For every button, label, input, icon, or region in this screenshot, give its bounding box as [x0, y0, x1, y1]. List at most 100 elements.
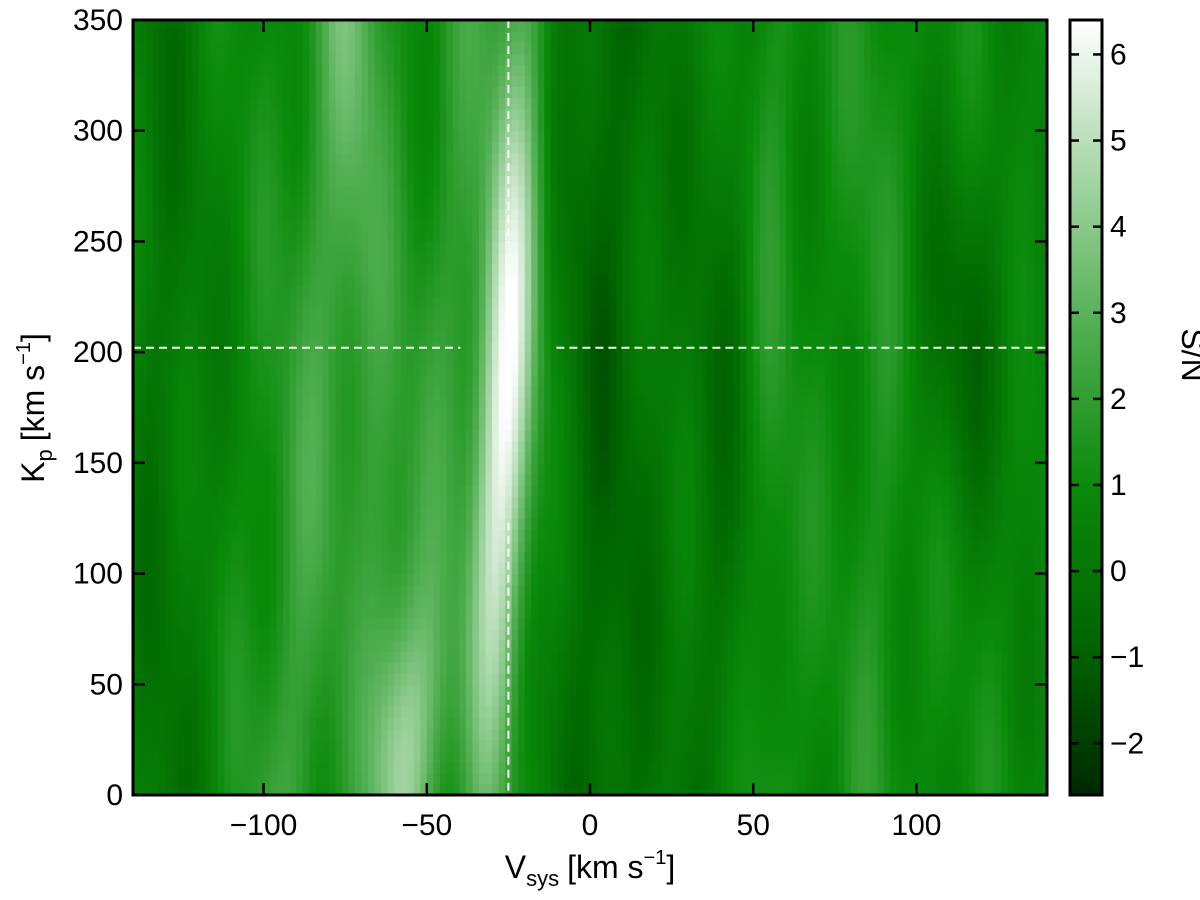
heatmap-cell	[309, 551, 317, 564]
heatmap-cell	[981, 485, 989, 497]
heatmap-cell	[844, 617, 852, 630]
heatmap-cell	[635, 695, 643, 708]
heatmap-cell	[851, 473, 859, 486]
heatmap-cell	[798, 651, 807, 663]
heatmap-cell	[962, 529, 970, 541]
heatmap-cell	[1027, 673, 1035, 685]
heatmap-cell	[772, 462, 780, 475]
heatmap-cell	[505, 507, 513, 519]
heatmap-cell	[263, 606, 271, 619]
heatmap-cell	[988, 628, 996, 641]
heatmap-cell	[315, 473, 323, 486]
heatmap-cell	[864, 684, 872, 696]
heatmap-cell	[250, 507, 258, 519]
heatmap-cell	[727, 473, 735, 486]
heatmap-cell	[890, 628, 898, 641]
heatmap-cell	[1014, 562, 1022, 575]
heatmap-cell	[230, 584, 239, 597]
heatmap-cell	[394, 628, 402, 641]
heatmap-cell	[746, 396, 754, 409]
heatmap-cell	[714, 529, 722, 541]
heatmap-cell	[968, 640, 976, 652]
heatmap-cell	[263, 485, 271, 497]
heatmap-cell	[563, 651, 572, 663]
heatmap-cell	[309, 562, 317, 575]
heatmap-cell	[576, 739, 585, 752]
heatmap-cell	[785, 418, 793, 431]
heatmap-cell	[844, 562, 852, 575]
heatmap-cell	[165, 772, 173, 785]
heatmap-cell	[883, 640, 891, 652]
heatmap-cell	[328, 750, 336, 763]
heatmap-cell	[296, 507, 304, 519]
heatmap-cell	[994, 573, 1002, 586]
heatmap-cell	[1001, 706, 1009, 719]
heatmap-cell	[381, 783, 389, 795]
heatmap-cell	[146, 673, 154, 685]
heatmap-cell	[877, 706, 885, 719]
heatmap-cell	[557, 739, 565, 752]
heatmap-cell	[929, 407, 937, 420]
heatmap-cell	[354, 540, 363, 553]
heatmap-cell	[583, 418, 591, 431]
heatmap-cell	[302, 651, 310, 663]
heatmap-cell	[544, 628, 552, 641]
heatmap-cell	[759, 562, 767, 575]
heatmap-cell	[544, 518, 552, 530]
heatmap-cell	[674, 429, 682, 442]
heatmap-cell	[433, 606, 441, 619]
heatmap-cell	[204, 473, 212, 486]
heatmap-cell	[518, 562, 526, 575]
heatmap-cell	[922, 529, 931, 541]
heatmap-cell	[407, 551, 415, 564]
heatmap-cell	[909, 750, 918, 763]
heatmap-cell	[609, 396, 617, 409]
heatmap-cell	[877, 418, 885, 431]
heatmap-cell	[988, 529, 996, 541]
heatmap-cell	[341, 628, 350, 641]
heatmap-cell	[720, 640, 728, 652]
heatmap-cell	[988, 761, 996, 774]
heatmap-cell	[648, 407, 656, 420]
heatmap-cell	[498, 451, 506, 464]
heatmap-cell	[439, 507, 447, 519]
heatmap-cell	[381, 717, 389, 730]
heatmap-cell	[740, 551, 748, 564]
heatmap-cell	[472, 451, 480, 464]
heatmap-cell	[936, 595, 944, 608]
heatmap-cell	[798, 473, 807, 486]
heatmap-cell	[217, 728, 225, 741]
heatmap-cell	[230, 507, 239, 519]
heatmap-cell	[452, 507, 461, 519]
heatmap-cell	[603, 684, 611, 696]
heatmap-cell	[511, 518, 519, 530]
heatmap-cell	[1001, 684, 1009, 696]
heatmap-cell	[720, 695, 728, 708]
heatmap-cell	[668, 783, 676, 795]
heatmap-cell	[322, 739, 330, 752]
heatmap-cell	[518, 761, 526, 774]
heatmap-cell	[459, 783, 467, 795]
heatmap-cell	[870, 540, 878, 553]
heatmap-cell	[335, 606, 343, 619]
heatmap-cell	[622, 628, 630, 641]
heatmap-cell	[472, 761, 480, 774]
heatmap-cell	[740, 606, 748, 619]
heatmap-cell	[518, 440, 526, 453]
heatmap-cell	[1020, 783, 1029, 795]
heatmap-cell	[936, 750, 944, 763]
heatmap-cell	[328, 628, 336, 641]
heatmap-cell	[400, 473, 408, 486]
heatmap-cell	[714, 640, 722, 652]
heatmap-cell	[811, 462, 820, 475]
heatmap-cell	[243, 783, 252, 795]
heatmap-cell	[909, 651, 918, 663]
heatmap-cell	[198, 485, 206, 497]
heatmap-cell	[616, 717, 624, 730]
heatmap-cell	[439, 540, 447, 553]
heatmap-cell	[896, 440, 904, 453]
heatmap-cell	[603, 418, 611, 431]
heatmap-cell	[224, 651, 232, 663]
heatmap-cell	[1020, 407, 1029, 420]
heatmap-cell	[283, 396, 291, 409]
